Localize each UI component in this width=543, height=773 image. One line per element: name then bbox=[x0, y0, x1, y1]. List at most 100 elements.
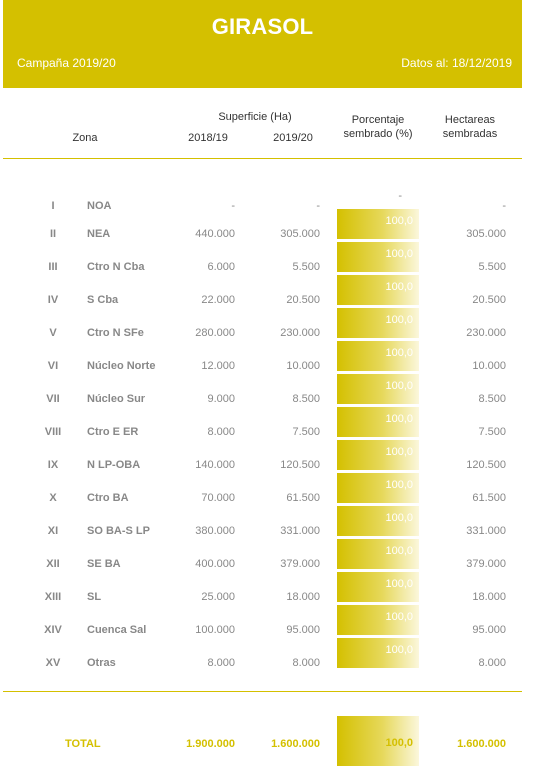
zone-name: Núcleo Sur bbox=[87, 393, 146, 405]
percent-sown-value: 100,0 bbox=[385, 248, 413, 260]
area-2018-19: 380.000 bbox=[195, 525, 235, 537]
zone-number: II bbox=[49, 228, 57, 240]
area-2018-19: 25.000 bbox=[201, 591, 235, 603]
zone-name: SE BA bbox=[87, 558, 121, 570]
area-2018-19: 8.000 bbox=[207, 657, 235, 669]
column-header-porcentaje-line1: Porcentaje bbox=[351, 114, 405, 126]
area-2018-19: 12.000 bbox=[201, 360, 235, 372]
zone-name: Núcleo Norte bbox=[87, 360, 156, 372]
percent-sown-value: 100,0 bbox=[385, 413, 413, 425]
area-2018-19: 8.000 bbox=[207, 426, 235, 438]
area-2019-20: 8.500 bbox=[292, 393, 320, 405]
zone-name: Ctro N SFe bbox=[87, 327, 144, 339]
percent-sown-value: 100,0 bbox=[385, 446, 413, 458]
area-2019-20: 7.500 bbox=[292, 426, 320, 438]
hectares-sown: 18.000 bbox=[472, 591, 506, 603]
percent-sown-cell: 100,0 bbox=[337, 275, 419, 305]
column-header-porcentaje: Porcentaje sembrado (%) bbox=[330, 113, 426, 141]
percent-sown-value: 100,0 bbox=[385, 281, 413, 293]
zone-name: NEA bbox=[87, 228, 111, 240]
percent-sown-cell: 100,0 bbox=[337, 638, 419, 668]
zone-number: VII bbox=[46, 393, 60, 405]
zone-number: IX bbox=[47, 459, 59, 471]
percent-sown-value: 100,0 bbox=[385, 578, 413, 590]
percent-sown-value: 100,0 bbox=[385, 347, 413, 359]
header-divider bbox=[3, 158, 522, 159]
table-row: V Ctro N SFe 280.000 230.000 100,0 230.0… bbox=[0, 308, 543, 341]
area-2018-19: - bbox=[231, 200, 235, 212]
zone-number: IV bbox=[47, 294, 59, 306]
table-row: I NOA - - - - bbox=[0, 190, 543, 223]
hectares-sown: 305.000 bbox=[466, 228, 506, 240]
percent-sown-cell: 100,0 bbox=[337, 473, 419, 503]
area-2019-20: - bbox=[316, 200, 320, 212]
percent-sown-value: 100,0 bbox=[385, 314, 413, 326]
percent-sown-cell: - bbox=[337, 190, 419, 220]
column-header-hectareas-line1: Hectareas bbox=[444, 114, 496, 126]
zone-name: N LP-OBA bbox=[87, 459, 141, 471]
column-header-porcentaje-line2: sembrado (%) bbox=[343, 128, 413, 140]
percent-sown-value: 100,0 bbox=[385, 611, 413, 623]
area-2018-19: 22.000 bbox=[201, 294, 235, 306]
table-row: XI SO BA-S LP 380.000 331.000 100,0 331.… bbox=[0, 506, 543, 539]
area-2018-19: 100.000 bbox=[195, 624, 235, 636]
area-2018-19: 70.000 bbox=[201, 492, 235, 504]
table-row: XIV Cuenca Sal 100.000 95.000 100,0 95.0… bbox=[0, 605, 543, 638]
total-percent-sown-value: 100,0 bbox=[385, 737, 413, 749]
zone-number: XI bbox=[47, 525, 59, 537]
zone-number: III bbox=[48, 261, 58, 273]
area-2018-19: 140.000 bbox=[195, 459, 235, 471]
area-2019-20: 61.500 bbox=[286, 492, 320, 504]
percent-sown-value: 100,0 bbox=[385, 215, 413, 227]
hectares-sown: 10.000 bbox=[472, 360, 506, 372]
total-label: TOTAL bbox=[65, 738, 101, 750]
percent-sown-value: 100,0 bbox=[385, 380, 413, 392]
table-row: IV S Cba 22.000 20.500 100,0 20.500 bbox=[0, 275, 543, 308]
zone-number: VI bbox=[47, 360, 59, 372]
total-area-2019-20: 1.600.000 bbox=[271, 738, 320, 750]
table-row: IX N LP-OBA 140.000 120.500 100,0 120.50… bbox=[0, 440, 543, 473]
total-area-2018-19: 1.900.000 bbox=[186, 738, 235, 750]
area-2019-20: 95.000 bbox=[286, 624, 320, 636]
column-header-hectareas-line2: sembradas bbox=[442, 128, 498, 140]
zone-name: Ctro BA bbox=[87, 492, 129, 504]
percent-sown-cell: 100,0 bbox=[337, 605, 419, 635]
area-2018-19: 400.000 bbox=[195, 558, 235, 570]
data-date-label: Datos al: 18/12/2019 bbox=[401, 56, 512, 70]
area-2019-20: 331.000 bbox=[280, 525, 320, 537]
percent-sown-cell: 100,0 bbox=[337, 242, 419, 272]
total-divider bbox=[3, 691, 522, 692]
percent-sown-cell: 100,0 bbox=[337, 308, 419, 338]
table-row: XII SE BA 400.000 379.000 100,0 379.000 bbox=[0, 539, 543, 572]
area-2018-19: 9.000 bbox=[207, 393, 235, 405]
zone-name: SO BA-S LP bbox=[87, 525, 150, 537]
hectares-sown: 379.000 bbox=[466, 558, 506, 570]
hectares-sown: 8.000 bbox=[478, 657, 506, 669]
total-hectares-sown: 1.600.000 bbox=[457, 738, 506, 750]
column-header-hectareas: Hectareas sembradas bbox=[430, 113, 510, 141]
table-row: XV Otras 8.000 8.000 100,0 8.000 bbox=[0, 638, 543, 671]
zone-name: Cuenca Sal bbox=[87, 624, 147, 636]
report-title: GIRASOL bbox=[211, 14, 314, 39]
table-row: VII Núcleo Sur 9.000 8.500 100,0 8.500 bbox=[0, 374, 543, 407]
area-2019-20: 10.000 bbox=[286, 360, 320, 372]
area-2019-20: 379.000 bbox=[280, 558, 320, 570]
percent-sown-cell: 100,0 bbox=[337, 506, 419, 536]
percent-sown-value: 100,0 bbox=[385, 644, 413, 656]
table-row: VIII Ctro E ER 8.000 7.500 100,0 7.500 bbox=[0, 407, 543, 440]
table-row: XIII SL 25.000 18.000 100,0 18.000 bbox=[0, 572, 543, 605]
area-2019-20: 120.500 bbox=[280, 459, 320, 471]
area-2018-19: 440.000 bbox=[195, 228, 235, 240]
area-2019-20: 18.000 bbox=[286, 591, 320, 603]
area-2019-20: 8.000 bbox=[292, 657, 320, 669]
table-row: VI Núcleo Norte 12.000 10.000 100,0 10.0… bbox=[0, 341, 543, 374]
zone-number: XIV bbox=[44, 624, 62, 636]
area-2019-20: 230.000 bbox=[280, 327, 320, 339]
hectares-sown: 331.000 bbox=[466, 525, 506, 537]
zone-name: SL bbox=[87, 591, 102, 603]
area-2019-20: 305.000 bbox=[280, 228, 320, 240]
column-header-zona: Zona bbox=[72, 132, 98, 144]
percent-sown-value: - bbox=[398, 190, 402, 202]
percent-sown-value: 100,0 bbox=[385, 512, 413, 524]
percent-sown-cell: 100,0 bbox=[337, 440, 419, 470]
